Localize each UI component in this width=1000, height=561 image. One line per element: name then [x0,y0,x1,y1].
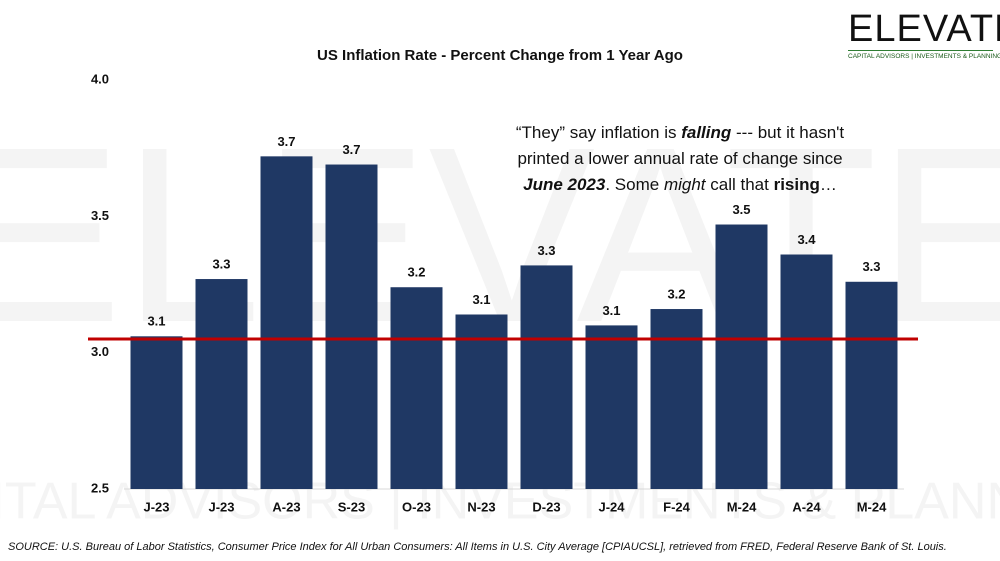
x-tick-label: S-23 [338,499,365,514]
bar [780,254,833,489]
bar [260,156,313,489]
data-label: 3.7 [342,142,360,157]
x-tick-label: D-23 [532,499,560,514]
x-tick-label: J-23 [143,499,169,514]
data-label: 3.1 [602,303,620,318]
data-label: 3.2 [667,286,685,301]
y-tick-label: 2.5 [91,480,109,495]
annotation: “They” say inflation is falling --- but … [470,120,890,198]
x-tick-label: M-24 [857,499,887,514]
annotation-emphasis: falling [681,123,732,142]
data-label: 3.5 [732,202,750,217]
y-tick-label: 3.0 [91,344,109,359]
x-tick-label: J-24 [598,499,625,514]
x-tick-label: J-23 [208,499,234,514]
bar [520,265,573,489]
data-label: 3.1 [147,314,165,329]
bar [325,164,378,489]
annotation-emphasis: June 2023 [523,175,606,194]
annotation-text: … [819,175,837,194]
source-note: SOURCE: U.S. Bureau of Labor Statistics,… [8,541,947,553]
bar [130,336,183,489]
logo-name: ELEVATE [848,8,1000,50]
annotation-text: printed a lower annual rate of change si… [517,149,843,168]
data-label: 3.7 [277,134,295,149]
y-tick-label: 4.0 [91,71,109,86]
bar [845,281,898,489]
annotation-text: “They” say inflation is [515,123,682,142]
bar [455,314,508,489]
chart-title: US Inflation Rate - Percent Change from … [317,47,683,64]
annotation-emphasis: rising [773,175,820,194]
logo: ELEVATE CAPITAL ADVISORS | INVESTMENTS &… [848,8,1000,60]
annotation-text: call that [705,175,774,194]
annotation-text: --- but it hasn't [731,123,845,142]
data-label: 3.3 [212,256,230,271]
data-label: 3.2 [407,265,425,280]
logo-tagline: CAPITAL ADVISORS | INVESTMENTS & PLANNIN… [848,50,1000,60]
bar [390,287,443,489]
annotation-emphasis: might [663,175,706,194]
x-tick-label: N-23 [467,499,495,514]
annotation-text: . Some [605,175,664,194]
y-tick-label: 3.5 [91,208,109,223]
data-label: 3.3 [862,259,880,274]
data-label: 3.4 [797,232,816,247]
x-tick-label: A-24 [792,499,821,514]
data-label: 3.1 [472,292,490,307]
x-tick-label: F-24 [663,499,691,514]
data-label: 3.3 [537,243,555,258]
bar [715,224,768,489]
x-tick-label: A-23 [272,499,300,514]
bar [195,279,248,489]
x-tick-label: O-23 [402,499,431,514]
bar [585,325,638,489]
bar [650,309,703,489]
x-tick-label: M-24 [727,499,757,514]
